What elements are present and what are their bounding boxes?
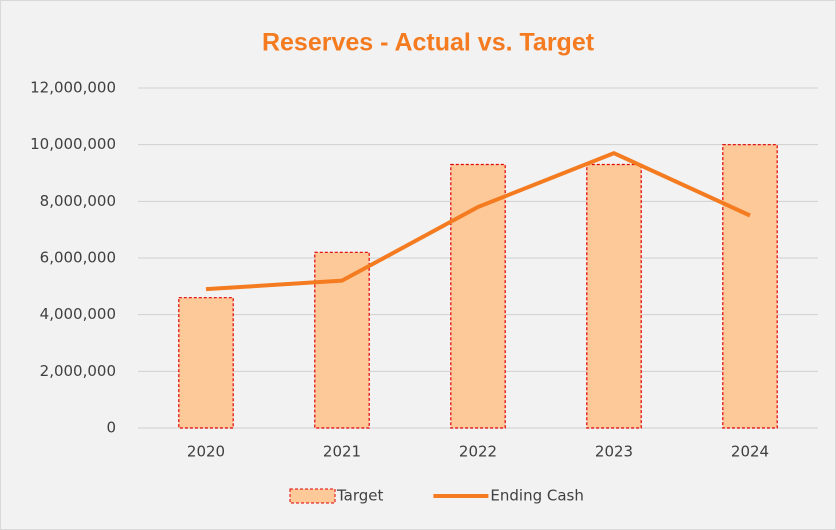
x-tick-label: 2022 <box>459 443 497 461</box>
x-tick-label: 2023 <box>595 443 633 461</box>
legend-swatch <box>289 488 336 504</box>
y-tick-label: 2,000,000 <box>40 362 116 380</box>
bar <box>178 297 234 429</box>
y-tick-label: 0 <box>106 419 116 437</box>
y-tick-label: 12,000,000 <box>30 79 116 97</box>
bar <box>722 144 778 429</box>
y-tick-label: 4,000,000 <box>40 305 116 323</box>
x-tick-label: 2020 <box>187 443 225 461</box>
x-tick-label: 2021 <box>323 443 361 461</box>
x-tick-label: 2024 <box>731 443 769 461</box>
bar <box>450 163 506 429</box>
legend-label: Ending Cash <box>490 487 583 505</box>
bar <box>586 163 642 429</box>
y-tick-label: 8,000,000 <box>40 192 116 210</box>
chart-title: Reserves - Actual vs. Target <box>262 29 595 57</box>
line <box>205 151 751 292</box>
y-tick-label: 6,000,000 <box>40 249 116 267</box>
legend-label: Target <box>336 487 384 505</box>
y-tick-label: 10,000,000 <box>30 135 116 153</box>
